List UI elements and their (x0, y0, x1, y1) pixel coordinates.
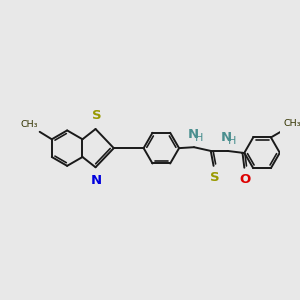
Text: N: N (91, 174, 102, 187)
Text: O: O (240, 173, 251, 186)
Text: H: H (228, 136, 236, 146)
Text: CH₃: CH₃ (284, 119, 300, 128)
Text: S: S (92, 110, 101, 122)
Text: S: S (210, 172, 219, 184)
Text: CH₃: CH₃ (20, 120, 38, 129)
Text: N: N (221, 131, 232, 144)
Text: N: N (188, 128, 199, 141)
Text: H: H (194, 133, 203, 142)
